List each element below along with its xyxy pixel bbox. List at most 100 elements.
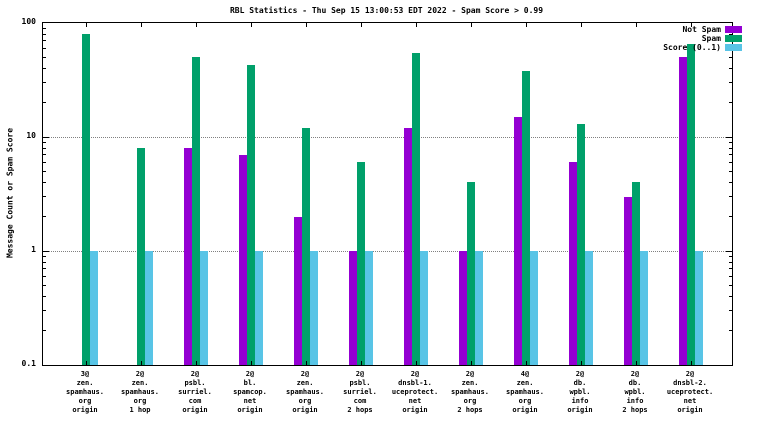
- bar-score-0-1-: [255, 251, 263, 365]
- y-minor-tick: [729, 102, 732, 104]
- y-minor-tick: [43, 67, 46, 69]
- x-tick: [635, 361, 637, 365]
- bar-score-0-1-: [145, 251, 153, 365]
- y-minor-tick: [43, 82, 46, 84]
- y-minor-tick: [729, 33, 732, 35]
- bar-spam: [412, 52, 420, 365]
- bar-score-0-1-: [585, 251, 593, 365]
- y-minor-tick: [43, 161, 46, 163]
- bar-spam: [137, 148, 145, 365]
- x-tick: [195, 361, 197, 365]
- bar-spam: [467, 182, 475, 365]
- y-minor-tick: [729, 67, 732, 69]
- y-minor-tick: [729, 310, 732, 312]
- x-category-label: 2@ dnsbl-1. uceprotect. net origin: [391, 370, 439, 415]
- x-category-label: 4@ zen. spamhaus. org origin: [506, 370, 544, 415]
- y-minor-tick: [43, 275, 46, 277]
- y-minor-tick: [729, 181, 732, 183]
- bar-not-spam: [459, 251, 467, 365]
- x-tick: [470, 23, 472, 27]
- y-minor-tick: [43, 170, 46, 172]
- y-tick-label: 100: [21, 17, 36, 26]
- y-minor-tick: [43, 40, 46, 42]
- x-category-label: 2@ bl. spamcop. net origin: [233, 370, 267, 415]
- y-major-tick: [43, 250, 49, 252]
- y-minor-tick: [729, 295, 732, 297]
- y-minor-tick: [729, 268, 732, 270]
- y-major-tick: [43, 136, 49, 138]
- bar-not-spam: [514, 116, 522, 365]
- y-minor-tick: [43, 33, 46, 35]
- x-category-label: 3@ zen. spamhaus. org origin: [66, 370, 104, 415]
- y-minor-tick: [43, 284, 46, 286]
- bar-spam: [687, 44, 695, 365]
- y-minor-tick: [729, 196, 732, 198]
- y-minor-tick: [729, 147, 732, 149]
- bar-not-spam: [239, 154, 247, 365]
- x-tick: [195, 23, 197, 27]
- x-tick: [250, 23, 252, 27]
- y-minor-tick: [43, 295, 46, 297]
- y-minor-tick: [729, 216, 732, 218]
- bar-not-spam: [679, 57, 687, 365]
- bar-score-0-1-: [640, 251, 648, 365]
- x-tick: [305, 361, 307, 365]
- bar-score-0-1-: [90, 251, 98, 365]
- y-tick-label: 1: [31, 245, 36, 254]
- bar-spam: [302, 127, 310, 365]
- y-minor-tick: [729, 275, 732, 277]
- y-minor-tick: [43, 216, 46, 218]
- bar-not-spam: [184, 148, 192, 365]
- x-tick: [525, 361, 527, 365]
- bar-score-0-1-: [695, 251, 703, 365]
- legend-item: Spam: [663, 34, 742, 43]
- bar-spam: [357, 162, 365, 365]
- y-minor-tick: [43, 261, 46, 263]
- x-category-label: 2@ zen. spamhaus. org origin: [286, 370, 324, 415]
- x-tick: [305, 23, 307, 27]
- y-axis-label: Message Count or Spam Score: [5, 127, 15, 259]
- bar-spam: [577, 124, 585, 365]
- gridline: [43, 137, 732, 138]
- bar-not-spam: [404, 127, 412, 365]
- y-minor-tick: [43, 196, 46, 198]
- legend-swatch: [725, 35, 742, 42]
- x-category-label: 2@ zen. spamhaus. org 1 hop: [121, 370, 159, 415]
- x-tick: [635, 23, 637, 27]
- bar-not-spam: [294, 216, 302, 365]
- y-minor-tick: [43, 147, 46, 149]
- plot-area: [42, 22, 733, 366]
- bar-spam: [82, 34, 90, 365]
- x-tick: [690, 361, 692, 365]
- y-tick-label: 10: [26, 131, 36, 140]
- bar-spam: [522, 70, 530, 365]
- bar-spam: [247, 64, 255, 365]
- chart-title: RBL Statistics - Thu Sep 15 13:00:53 EDT…: [229, 6, 544, 15]
- x-tick: [360, 361, 362, 365]
- bar-score-0-1-: [200, 251, 208, 365]
- y-minor-tick: [729, 82, 732, 84]
- bar-not-spam: [624, 196, 632, 365]
- bar-not-spam: [569, 162, 577, 365]
- bar-score-0-1-: [530, 251, 538, 365]
- x-tick: [690, 23, 692, 27]
- y-minor-tick: [729, 330, 732, 332]
- legend-item: Score (0..1): [663, 43, 742, 52]
- bar-spam: [192, 57, 200, 365]
- x-tick: [140, 23, 142, 27]
- y-minor-tick: [729, 255, 732, 257]
- bar-not-spam: [349, 251, 357, 365]
- bar-spam: [632, 182, 640, 365]
- y-minor-tick: [729, 170, 732, 172]
- bar-score-0-1-: [420, 251, 428, 365]
- y-minor-tick: [43, 310, 46, 312]
- x-category-label: 2@ psbl. surriel. com 2 hops: [343, 370, 377, 415]
- y-minor-tick: [43, 102, 46, 104]
- y-minor-tick: [729, 261, 732, 263]
- y-minor-tick: [729, 284, 732, 286]
- x-tick: [415, 23, 417, 27]
- x-tick: [415, 361, 417, 365]
- y-minor-tick: [43, 268, 46, 270]
- gridline: [43, 251, 732, 252]
